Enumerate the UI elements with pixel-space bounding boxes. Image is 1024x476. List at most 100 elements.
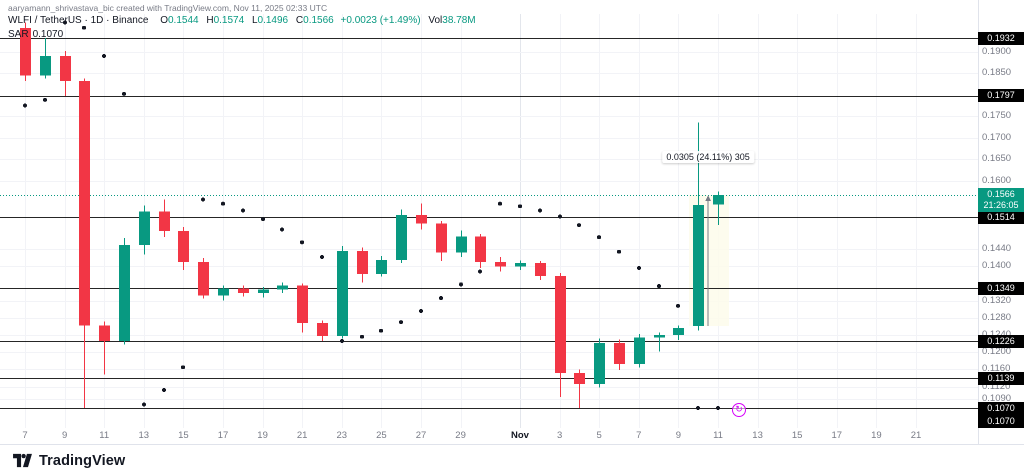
open-label: O: [160, 15, 168, 26]
sar-dot: [320, 254, 324, 259]
candle-body: [317, 323, 328, 336]
candle-body: [396, 214, 407, 260]
sar-dot: [63, 20, 67, 25]
candle-body: [337, 250, 348, 336]
candle-body: [673, 328, 684, 336]
candle-body: [139, 211, 150, 245]
sar-dot: [162, 387, 166, 392]
event-marker-icon[interactable]: ↻: [732, 403, 746, 417]
time-axis-label: 7: [636, 430, 642, 441]
candle-body: [218, 288, 229, 296]
candle-body: [614, 342, 625, 365]
sar-indicator-legend[interactable]: SAR 0.1070: [8, 29, 63, 40]
sar-dot: [261, 217, 265, 222]
current-price-value: 0.1566: [987, 189, 1015, 200]
candle-body: [178, 231, 189, 263]
sar-dot: [102, 54, 106, 59]
price-axis-label: 0.1700: [982, 131, 1012, 143]
candle-body: [416, 214, 427, 224]
pivot-price-badge: 0.1226: [978, 334, 1024, 348]
sar-dot: [518, 204, 522, 209]
candle-body: [277, 285, 288, 290]
sar-label: SAR: [8, 29, 29, 40]
sar-dot: [181, 365, 185, 370]
time-axis-label: 15: [791, 430, 803, 441]
time-axis-label: Nov: [511, 430, 529, 441]
sar-dot: [379, 328, 383, 333]
sar-price-badge: 0.1070: [978, 414, 1024, 428]
time-axis-label: 27: [415, 430, 427, 441]
tradingview-logo-icon[interactable]: [12, 452, 33, 469]
sar-dot: [201, 197, 205, 202]
sar-dot: [142, 402, 146, 407]
time-axis-label: 13: [138, 430, 150, 441]
candle-body: [357, 250, 368, 275]
time-axis-label: 29: [455, 430, 466, 441]
current-price-badge: 0.1566 21:26:05: [978, 188, 1024, 213]
footer-bar: TradingView: [0, 444, 1024, 476]
candle-body: [475, 236, 486, 263]
candle-body: [634, 337, 645, 365]
time-axis-label: 19: [871, 430, 882, 441]
low-label: L: [251, 15, 258, 26]
high-label: H: [206, 15, 214, 26]
sar-dot: [419, 309, 423, 314]
price-axis-label: 0.1400: [982, 260, 1012, 272]
pivot-price-badge: 0.1797: [978, 89, 1024, 103]
candle-body: [436, 223, 447, 253]
tradingview-wordmark[interactable]: TradingView: [39, 452, 126, 469]
chart-canvas[interactable]: [0, 0, 978, 444]
sar-dot: [637, 266, 641, 271]
bar-countdown: 21:26:05: [983, 200, 1019, 211]
sar-dot: [399, 320, 403, 325]
symbol-title[interactable]: WLFI / TetherUS · 1D · Binance: [8, 15, 149, 26]
time-axis-label: 9: [675, 430, 682, 441]
sar-dot: [657, 284, 661, 289]
candle-body: [258, 289, 269, 293]
price-axis-label: 0.1440: [982, 243, 1012, 255]
candle-body: [198, 262, 209, 296]
price-axis-label: 0.1200: [982, 346, 1012, 358]
open-value: 0.1544: [167, 15, 199, 26]
time-axis-label: 5: [596, 430, 602, 441]
price-axis-label: 0.1900: [982, 45, 1012, 57]
pivot-price-badge: 0.1514: [978, 210, 1024, 224]
time-axis-label: 19: [257, 430, 268, 441]
candle-body: [515, 262, 526, 267]
time-axis-label: 17: [217, 430, 229, 441]
price-axis-label: 0.1750: [982, 110, 1012, 122]
time-axis[interactable]: 7 9 11 13 15 17 19 21 23 25 27 29 Nov 3 5 7 9 11 13 15 17 19 2…: [0, 428, 978, 444]
candle-body: [654, 335, 665, 338]
time-axis-label: 11: [713, 430, 723, 441]
candle-body: [555, 275, 566, 373]
time-axis-label: 7: [22, 430, 28, 441]
price-range-arrow-head: [705, 195, 712, 202]
time-axis-label: 3: [556, 430, 563, 441]
sar-dot: [617, 249, 621, 254]
candle-body: [79, 80, 90, 326]
candle-body: [535, 262, 546, 276]
candle-body: [159, 211, 170, 232]
sar-dot: [459, 282, 463, 287]
close-label: C: [295, 15, 304, 26]
candle-body: [713, 195, 724, 205]
sar-dot: [122, 91, 126, 96]
pivot-price-badge: 0.1070: [978, 401, 1024, 415]
candle-body: [297, 285, 308, 324]
sar-dot: [340, 339, 344, 344]
candle-body: [574, 372, 585, 384]
price-axis-label: 0.1600: [982, 174, 1012, 186]
pivot-price-badge: 0.1139: [978, 371, 1024, 385]
time-axis-label: 21: [296, 430, 308, 441]
attribution-text: aaryamann_shrivastava_bic created with T…: [8, 3, 328, 13]
time-axis-label: 9: [61, 430, 68, 441]
symbol-legend: WLFI / TetherUS · 1D · Binance O0.1544 H…: [8, 15, 476, 26]
sar-dot: [716, 406, 720, 410]
sar-dot: [577, 223, 581, 228]
price-axis-label: 0.1120: [982, 380, 1011, 392]
price-range-label[interactable]: 0.0305 (24.11%) 305: [662, 151, 754, 164]
candle-body: [693, 204, 704, 327]
time-axis-label: 13: [752, 430, 763, 441]
price-axis[interactable]: 0.1900 0.1850 0.1750 0.1700 0.1650 0.1600 0.14…: [978, 0, 1024, 428]
